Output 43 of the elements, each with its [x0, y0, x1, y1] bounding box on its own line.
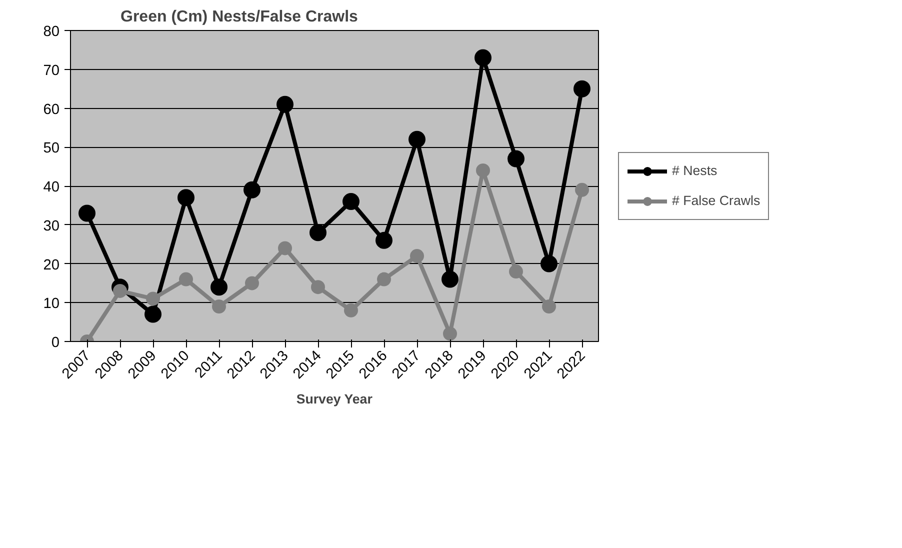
point	[210, 278, 228, 296]
y-tick-label: 20	[43, 257, 60, 274]
point	[178, 189, 194, 206]
point	[377, 272, 391, 286]
point	[508, 150, 524, 168]
y-tick-label: 0	[51, 335, 60, 351]
point	[542, 300, 556, 314]
point	[540, 255, 558, 272]
y-tick-label: 10	[43, 296, 60, 312]
point	[113, 284, 127, 298]
point	[212, 300, 226, 314]
y-tick-label: 70	[43, 62, 60, 79]
point	[474, 49, 492, 66]
point	[342, 193, 360, 210]
x-axis-title: Survey Year	[296, 391, 372, 406]
point	[376, 232, 392, 249]
point	[442, 270, 458, 288]
point	[146, 292, 160, 306]
point	[443, 326, 457, 341]
point	[276, 96, 294, 113]
y-tick-label: 60	[43, 102, 60, 118]
point	[244, 181, 260, 198]
y-tick-label: 30	[43, 218, 60, 234]
point	[245, 276, 259, 290]
point	[144, 306, 162, 323]
point	[310, 224, 326, 242]
point	[476, 163, 490, 178]
point	[408, 130, 426, 148]
point	[574, 80, 590, 98]
point	[278, 241, 292, 256]
point	[575, 182, 589, 197]
legend-label: # Nests	[672, 163, 718, 178]
point	[311, 280, 325, 294]
y-tick-label: 50	[43, 140, 60, 157]
point	[179, 272, 193, 286]
point	[344, 303, 358, 318]
y-tick-label: 40	[43, 180, 60, 196]
y-tick-label: 80	[43, 24, 60, 40]
legend-label: # False Crawls	[672, 193, 760, 208]
point	[509, 264, 523, 279]
point	[78, 204, 96, 222]
chart-title: Green (Cm) Nests/False Crawls	[120, 8, 358, 26]
point	[410, 248, 424, 263]
